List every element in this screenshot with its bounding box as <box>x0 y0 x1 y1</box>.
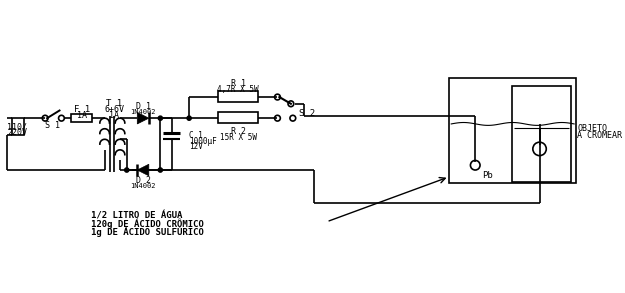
Text: R 1: R 1 <box>231 79 246 88</box>
Polygon shape <box>138 113 149 124</box>
Text: 1A: 1A <box>109 111 119 120</box>
Text: D 1: D 1 <box>136 102 151 111</box>
Circle shape <box>533 142 546 156</box>
Text: 1/2 LITRO DE ÁGUA: 1/2 LITRO DE ÁGUA <box>91 212 182 221</box>
Bar <box>11 118 24 135</box>
Bar <box>218 113 258 123</box>
Bar <box>449 78 576 183</box>
Text: 4,7R X 5W: 4,7R X 5W <box>217 85 259 94</box>
Text: A CROMEAR: A CROMEAR <box>577 131 622 140</box>
Polygon shape <box>138 164 149 176</box>
Text: Pb: Pb <box>482 171 492 180</box>
Circle shape <box>290 115 296 121</box>
Text: 110/: 110/ <box>8 122 28 131</box>
Text: 220V: 220V <box>8 128 28 137</box>
Text: 12V: 12V <box>189 142 203 151</box>
Text: 1N4002: 1N4002 <box>130 183 156 189</box>
Text: C 1: C 1 <box>189 131 203 140</box>
Text: OBJETO: OBJETO <box>577 124 607 133</box>
Circle shape <box>274 94 281 100</box>
Circle shape <box>59 115 64 121</box>
Text: 120g DE ÁCIDO CRÔMICO: 120g DE ÁCIDO CRÔMICO <box>91 219 204 229</box>
Bar <box>512 86 571 182</box>
Text: S 1: S 1 <box>45 121 60 130</box>
Circle shape <box>158 116 162 120</box>
Text: 1N4002: 1N4002 <box>130 109 156 115</box>
Text: 1000μF: 1000μF <box>189 137 217 146</box>
Text: 1g DE ÁCIDO SULFÚRICO: 1g DE ÁCIDO SULFÚRICO <box>91 226 204 237</box>
Text: T 1: T 1 <box>106 99 123 108</box>
Text: S 2: S 2 <box>299 109 315 118</box>
Text: D 2: D 2 <box>136 176 151 185</box>
Text: F 1: F 1 <box>74 105 89 114</box>
Circle shape <box>288 101 294 107</box>
Circle shape <box>471 161 480 170</box>
Bar <box>71 114 92 122</box>
Circle shape <box>274 115 281 121</box>
Text: 1A: 1A <box>77 111 87 120</box>
Text: 6+6V: 6+6V <box>104 105 124 114</box>
Text: R 2: R 2 <box>231 127 246 136</box>
Circle shape <box>124 168 129 172</box>
Circle shape <box>158 168 162 172</box>
Circle shape <box>187 116 191 120</box>
Bar <box>218 91 258 102</box>
Circle shape <box>42 115 48 121</box>
Text: 15R X 5W: 15R X 5W <box>219 133 257 142</box>
